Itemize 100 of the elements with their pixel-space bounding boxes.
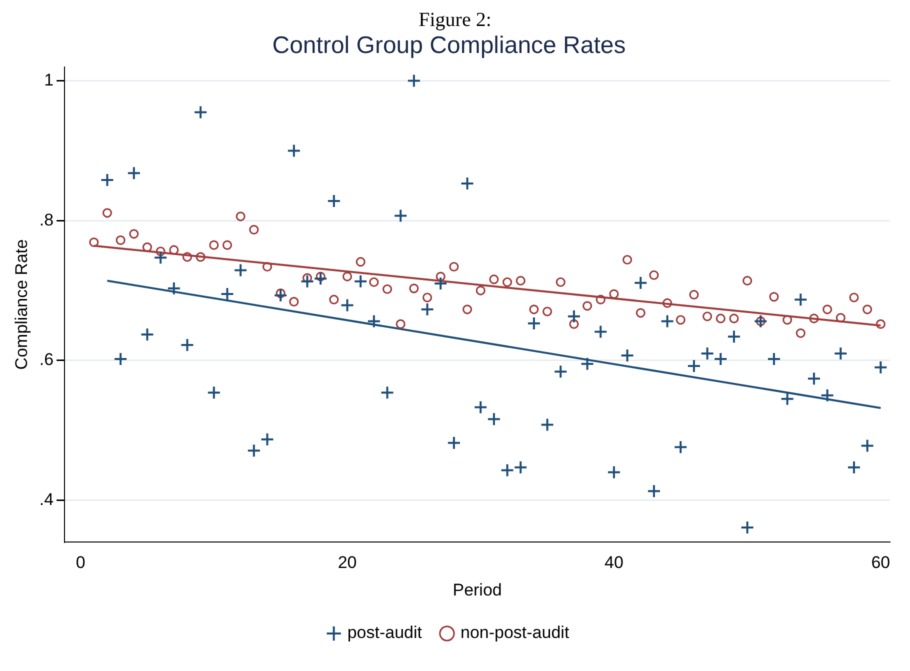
- point: [862, 304, 872, 314]
- point: [742, 276, 752, 286]
- point: [622, 254, 632, 265]
- point: [274, 288, 288, 302]
- x-tick-label: 20: [338, 553, 357, 572]
- point: [366, 314, 381, 328]
- point: [326, 194, 341, 208]
- point: [796, 328, 806, 338]
- point: [462, 304, 472, 314]
- y-tick-label: 1: [44, 70, 54, 90]
- point: [740, 520, 754, 535]
- point: [674, 440, 688, 454]
- point: [236, 212, 246, 222]
- legend-label: non-post-audit: [460, 623, 570, 642]
- point: [276, 288, 286, 298]
- point: [166, 281, 181, 296]
- point: [860, 438, 874, 453]
- point: [234, 263, 248, 278]
- point: [260, 432, 274, 446]
- y-tick-label: .4: [39, 490, 54, 509]
- point: [329, 294, 339, 304]
- point: [354, 274, 368, 288]
- point: [634, 276, 648, 290]
- point: [302, 273, 312, 283]
- point: [196, 252, 206, 262]
- point: [809, 314, 819, 324]
- point: [649, 270, 659, 280]
- point: [194, 105, 208, 120]
- point: [554, 364, 568, 379]
- point: [822, 304, 832, 314]
- point: [249, 224, 259, 234]
- point: [566, 309, 581, 324]
- point: [714, 352, 728, 366]
- point: [340, 298, 354, 312]
- point: [422, 292, 432, 302]
- point: [396, 319, 406, 329]
- point: [420, 302, 434, 316]
- chart-title: Control Group Compliance Rates: [272, 32, 626, 60]
- y-tick-label: .8: [39, 210, 54, 230]
- point: [246, 444, 261, 458]
- point: [726, 330, 741, 344]
- point: [540, 418, 554, 432]
- point: [206, 386, 221, 400]
- point: [154, 250, 168, 265]
- point: [474, 400, 488, 414]
- point: [782, 315, 792, 325]
- point: [582, 301, 592, 311]
- point: [514, 460, 528, 474]
- point: [116, 235, 126, 245]
- point: [876, 319, 886, 329]
- point: [126, 166, 141, 180]
- legend-label: post-audit: [347, 623, 422, 642]
- x-tick-label: 40: [604, 553, 624, 572]
- point: [222, 240, 232, 250]
- point: [596, 294, 606, 304]
- point: [569, 319, 579, 329]
- point: [756, 316, 766, 326]
- point: [502, 277, 512, 287]
- point: [289, 296, 299, 307]
- point: [486, 412, 501, 426]
- point: [729, 314, 739, 324]
- point: [500, 463, 514, 478]
- point: [754, 314, 768, 328]
- point: [542, 306, 552, 316]
- point: [406, 74, 421, 88]
- point: [434, 276, 448, 291]
- point: [380, 386, 394, 400]
- point: [89, 237, 99, 248]
- point: [142, 242, 152, 252]
- point: [636, 308, 646, 318]
- x-tick-label: 60: [871, 553, 890, 572]
- point: [449, 262, 459, 272]
- point: [609, 289, 619, 299]
- point: [529, 304, 539, 314]
- point: [102, 208, 112, 218]
- x-tick-label: 0: [76, 553, 86, 572]
- point: [369, 277, 379, 287]
- point: [220, 287, 234, 302]
- point: [874, 360, 888, 374]
- point: [556, 277, 566, 287]
- point: [676, 315, 686, 325]
- point: [300, 274, 314, 288]
- point: [286, 144, 301, 158]
- point: [594, 324, 608, 339]
- point: [114, 352, 128, 366]
- x-axis-title: Period: [452, 580, 502, 600]
- point: [476, 286, 486, 296]
- point: [169, 245, 179, 255]
- point: [606, 465, 621, 480]
- point: [409, 284, 419, 294]
- point: [846, 460, 861, 474]
- point: [314, 272, 328, 286]
- point: [180, 338, 194, 352]
- point: [156, 246, 166, 256]
- point: [766, 352, 781, 366]
- point: [394, 208, 408, 223]
- point: [526, 316, 541, 330]
- point: [686, 359, 701, 374]
- point: [342, 272, 352, 282]
- point: [182, 252, 192, 262]
